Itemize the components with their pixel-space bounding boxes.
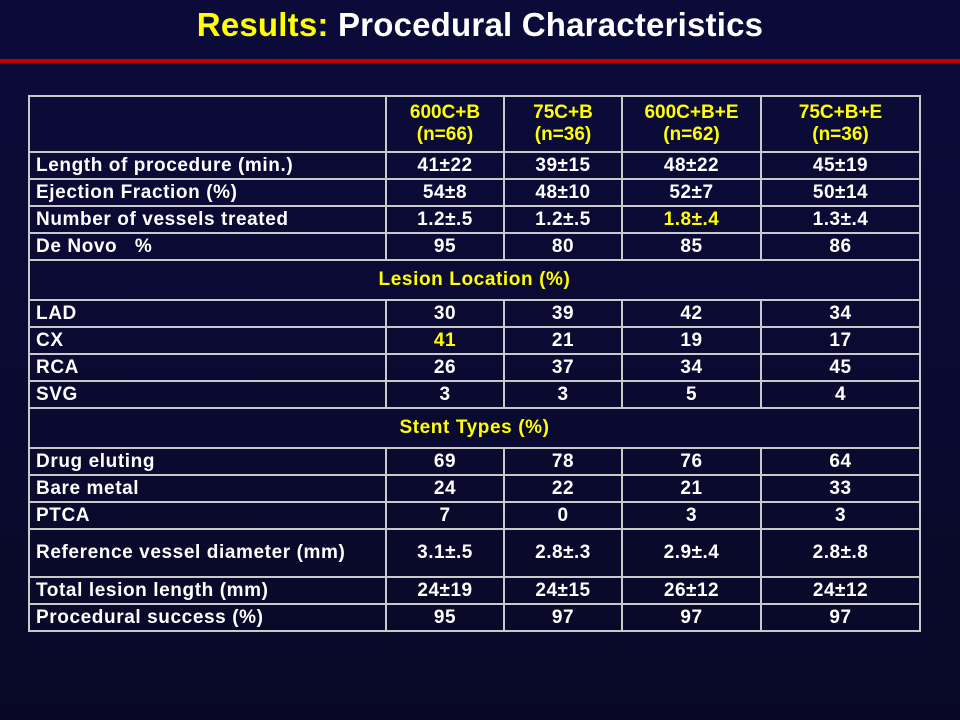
cell-value: 33 [760, 474, 921, 503]
cell-value: 26 [385, 353, 505, 382]
cell-value: 3 [760, 501, 921, 530]
row-label: SVG [28, 380, 387, 409]
cell-value: 50±14 [760, 178, 921, 207]
row-label: Total lesion length (mm) [28, 576, 387, 605]
header-corner-cell [28, 95, 387, 153]
section-row-stent-types: Stent Types (%) [28, 407, 921, 449]
cell-value: 95 [385, 603, 505, 632]
cell-value: 24±19 [385, 576, 505, 605]
cell-value: 3.1±.5 [385, 528, 505, 578]
row-label: Drug eluting [28, 447, 387, 476]
cell-value: 42 [621, 299, 762, 328]
cell-value: 86 [760, 232, 921, 261]
header-75cb: 75C+B (n=36) [503, 95, 623, 153]
table-row: Length of procedure (min.) 41±22 39±15 4… [28, 151, 921, 180]
table-row: LAD 30 39 42 34 [28, 299, 921, 328]
row-label: Length of procedure (min.) [28, 151, 387, 180]
cell-value: 4 [760, 380, 921, 409]
table-row: PTCA 7 0 3 3 [28, 501, 921, 530]
table-row: Reference vessel diameter (mm) 3.1±.5 2.… [28, 528, 921, 578]
slide-title: Results: Procedural Characteristics [0, 6, 960, 44]
section-title: Stent Types (%) [28, 407, 921, 449]
title-underline-rule [0, 59, 960, 63]
cell-value: 26±12 [621, 576, 762, 605]
cell-value: 30 [385, 299, 505, 328]
procedural-characteristics-table: 600C+B (n=66) 75C+B (n=36) 600C+B+E (n=62) … [28, 95, 921, 632]
cell-value: 37 [503, 353, 623, 382]
cell-value: 64 [760, 447, 921, 476]
header-75cbe: 75C+B+E (n=36) [760, 95, 921, 153]
table-header-row: 600C+B (n=66) 75C+B (n=36) 600C+B+E (n=62) … [28, 95, 921, 153]
cell-value: 52±7 [621, 178, 762, 207]
section-row-lesion-location: Lesion Location (%) [28, 259, 921, 301]
cell-value: 1.2±.5 [503, 205, 623, 234]
cell-value: 45±19 [760, 151, 921, 180]
cell-value: 39 [503, 299, 623, 328]
cell-value: 48±10 [503, 178, 623, 207]
table-row: SVG 3 3 5 4 [28, 380, 921, 409]
table-row: RCA 26 37 34 45 [28, 353, 921, 382]
row-label: Bare metal [28, 474, 387, 503]
header-600cb: 600C+B (n=66) [385, 95, 505, 153]
table-row: Drug eluting 69 78 76 64 [28, 447, 921, 476]
cell-value-highlighted: 1.8±.4 [621, 205, 762, 234]
cell-value: 19 [621, 326, 762, 355]
title-prefix: Results: [196, 6, 329, 43]
cell-value: 2.8±.3 [503, 528, 623, 578]
row-label: Procedural success (%) [28, 603, 387, 632]
section-title: Lesion Location (%) [28, 259, 921, 301]
cell-value: 21 [621, 474, 762, 503]
cell-value: 0 [503, 501, 623, 530]
table-row: Ejection Fraction (%) 54±8 48±10 52±7 50… [28, 178, 921, 207]
cell-value: 22 [503, 474, 623, 503]
table-row: Bare metal 24 22 21 33 [28, 474, 921, 503]
title-main: Procedural Characteristics [337, 6, 764, 43]
cell-value: 34 [760, 299, 921, 328]
cell-value: 21 [503, 326, 623, 355]
cell-value: 48±22 [621, 151, 762, 180]
cell-value: 3 [385, 380, 505, 409]
table-row: De Novo % 95 80 85 86 [28, 232, 921, 261]
row-label: Ejection Fraction (%) [28, 178, 387, 207]
cell-value-highlighted: 41 [385, 326, 505, 355]
cell-value: 97 [503, 603, 623, 632]
cell-value: 85 [621, 232, 762, 261]
table-row: Number of vessels treated 1.2±.5 1.2±.5 … [28, 205, 921, 234]
cell-value: 41±22 [385, 151, 505, 180]
cell-value: 3 [503, 380, 623, 409]
cell-value: 1.3±.4 [760, 205, 921, 234]
cell-value: 24 [385, 474, 505, 503]
cell-value: 24±12 [760, 576, 921, 605]
cell-value: 34 [621, 353, 762, 382]
row-label: PTCA [28, 501, 387, 530]
cell-value: 7 [385, 501, 505, 530]
cell-value: 78 [503, 447, 623, 476]
cell-value: 5 [621, 380, 762, 409]
row-label: De Novo % [28, 232, 387, 261]
row-label: CX [28, 326, 387, 355]
cell-value: 97 [760, 603, 921, 632]
row-label: RCA [28, 353, 387, 382]
cell-value: 2.9±.4 [621, 528, 762, 578]
table-row: CX 41 21 19 17 [28, 326, 921, 355]
cell-value: 69 [385, 447, 505, 476]
cell-value: 54±8 [385, 178, 505, 207]
cell-value: 24±15 [503, 576, 623, 605]
cell-value: 45 [760, 353, 921, 382]
row-label: Reference vessel diameter (mm) [28, 528, 387, 578]
row-label: Number of vessels treated [28, 205, 387, 234]
table-row: Total lesion length (mm) 24±19 24±15 26±… [28, 576, 921, 605]
cell-value: 97 [621, 603, 762, 632]
cell-value: 39±15 [503, 151, 623, 180]
cell-value: 3 [621, 501, 762, 530]
cell-value: 2.8±.8 [760, 528, 921, 578]
cell-value: 95 [385, 232, 505, 261]
cell-value: 80 [503, 232, 623, 261]
cell-value: 1.2±.5 [385, 205, 505, 234]
cell-value: 17 [760, 326, 921, 355]
cell-value: 76 [621, 447, 762, 476]
table-row: Procedural success (%) 95 97 97 97 [28, 603, 921, 632]
header-600cbe: 600C+B+E (n=62) [621, 95, 762, 153]
row-label: LAD [28, 299, 387, 328]
